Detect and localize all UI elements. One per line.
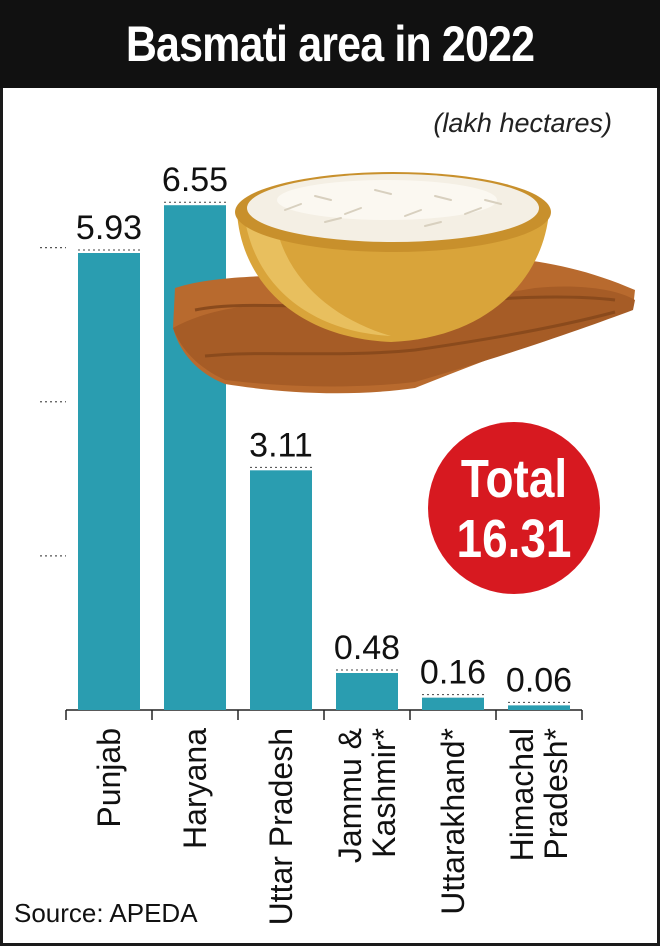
- bar: [336, 673, 398, 710]
- unit-note: (lakh hectares): [433, 108, 612, 138]
- bar: [78, 252, 140, 710]
- category-label: Pradesh*: [538, 728, 574, 860]
- total-value: 16.31: [456, 509, 572, 569]
- category-label: Uttarakhand*: [435, 728, 471, 915]
- category-label-group: Punjab: [91, 728, 127, 828]
- cloth-crease-2: [204, 310, 616, 358]
- bowl-shading: [245, 220, 391, 336]
- title-bar: [0, 0, 660, 88]
- total-badge: Total 16.31: [428, 422, 600, 594]
- category-label-group: Uttarakhand*: [435, 728, 471, 915]
- category-label-group: Uttar Pradesh: [263, 728, 299, 925]
- bar-value-label: 5.93: [76, 209, 142, 247]
- rice-grains: [284, 189, 502, 227]
- bar: [508, 705, 570, 710]
- rice-highlight: [277, 180, 497, 220]
- category-label: Punjab: [91, 728, 127, 828]
- category-label-group: Jammu &Kashmir*: [332, 728, 402, 863]
- rice-bowl-illustration: [173, 172, 635, 394]
- category-label: Uttar Pradesh: [263, 728, 299, 925]
- bar-value-label: 0.48: [334, 629, 400, 667]
- category-label-group: Haryana: [177, 728, 213, 849]
- bar-value-label: 0.16: [420, 654, 486, 692]
- category-label: Himachal: [504, 728, 540, 861]
- category-label: Kashmir*: [366, 728, 402, 858]
- bar-value-label: 6.55: [162, 161, 228, 199]
- category-label: Jammu &: [332, 728, 368, 863]
- bar-value-label: 3.11: [249, 426, 313, 464]
- source-note: Source: APEDA: [14, 898, 198, 928]
- bar: [250, 470, 312, 710]
- total-label: Total: [460, 449, 568, 509]
- category-label: Haryana: [177, 728, 213, 849]
- chart-title: Basmati area in 2022: [125, 16, 535, 72]
- bar: [422, 697, 484, 710]
- bar-value-label: 0.06: [506, 661, 572, 699]
